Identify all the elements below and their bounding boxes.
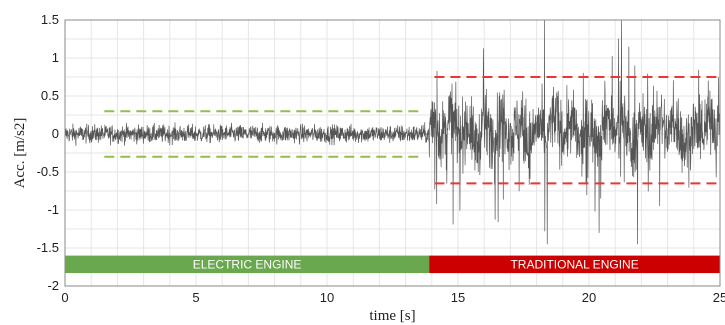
x-tick-label: 10 xyxy=(320,290,334,305)
x-tick-label: 5 xyxy=(192,290,199,305)
x-tick-label: 0 xyxy=(61,290,68,305)
x-tick-label: 15 xyxy=(451,290,465,305)
engine-band xyxy=(65,255,430,274)
y-tick-label: -1 xyxy=(47,202,59,217)
y-tick-label: 1 xyxy=(52,50,59,65)
tick-labels: 0 5 10 15 20 25 -2 -1.5 -1 -0.5 0 0.5 1 1.5 xyxy=(37,12,725,305)
engine-bands: ELECTRIC ENGINE TRADITIONAL ENGINE xyxy=(65,255,720,274)
y-tick-label: 0 xyxy=(52,126,59,141)
y-tick-label: -1.5 xyxy=(37,240,59,255)
x-tick-label: 20 xyxy=(582,290,596,305)
plot-frame xyxy=(64,19,721,287)
y-tick-label: 1.5 xyxy=(41,12,59,27)
acceleration-line xyxy=(64,19,721,245)
x-axis-label: time [s] xyxy=(369,308,415,324)
y-tick-label: 0.5 xyxy=(41,88,59,103)
acceleration-series xyxy=(64,19,721,245)
engine-band-label: ELECTRIC ENGINE xyxy=(193,257,302,271)
x-tick-label: 25 xyxy=(713,290,725,305)
threshold-lines xyxy=(104,76,718,185)
y-tick-label: -0.5 xyxy=(37,164,59,179)
engine-band xyxy=(429,255,720,274)
y-tick-label: -2 xyxy=(47,278,59,293)
engine-band-label: TRADITIONAL ENGINE xyxy=(510,257,638,271)
y-axis-label: Acc. [m/s2] xyxy=(12,118,28,189)
